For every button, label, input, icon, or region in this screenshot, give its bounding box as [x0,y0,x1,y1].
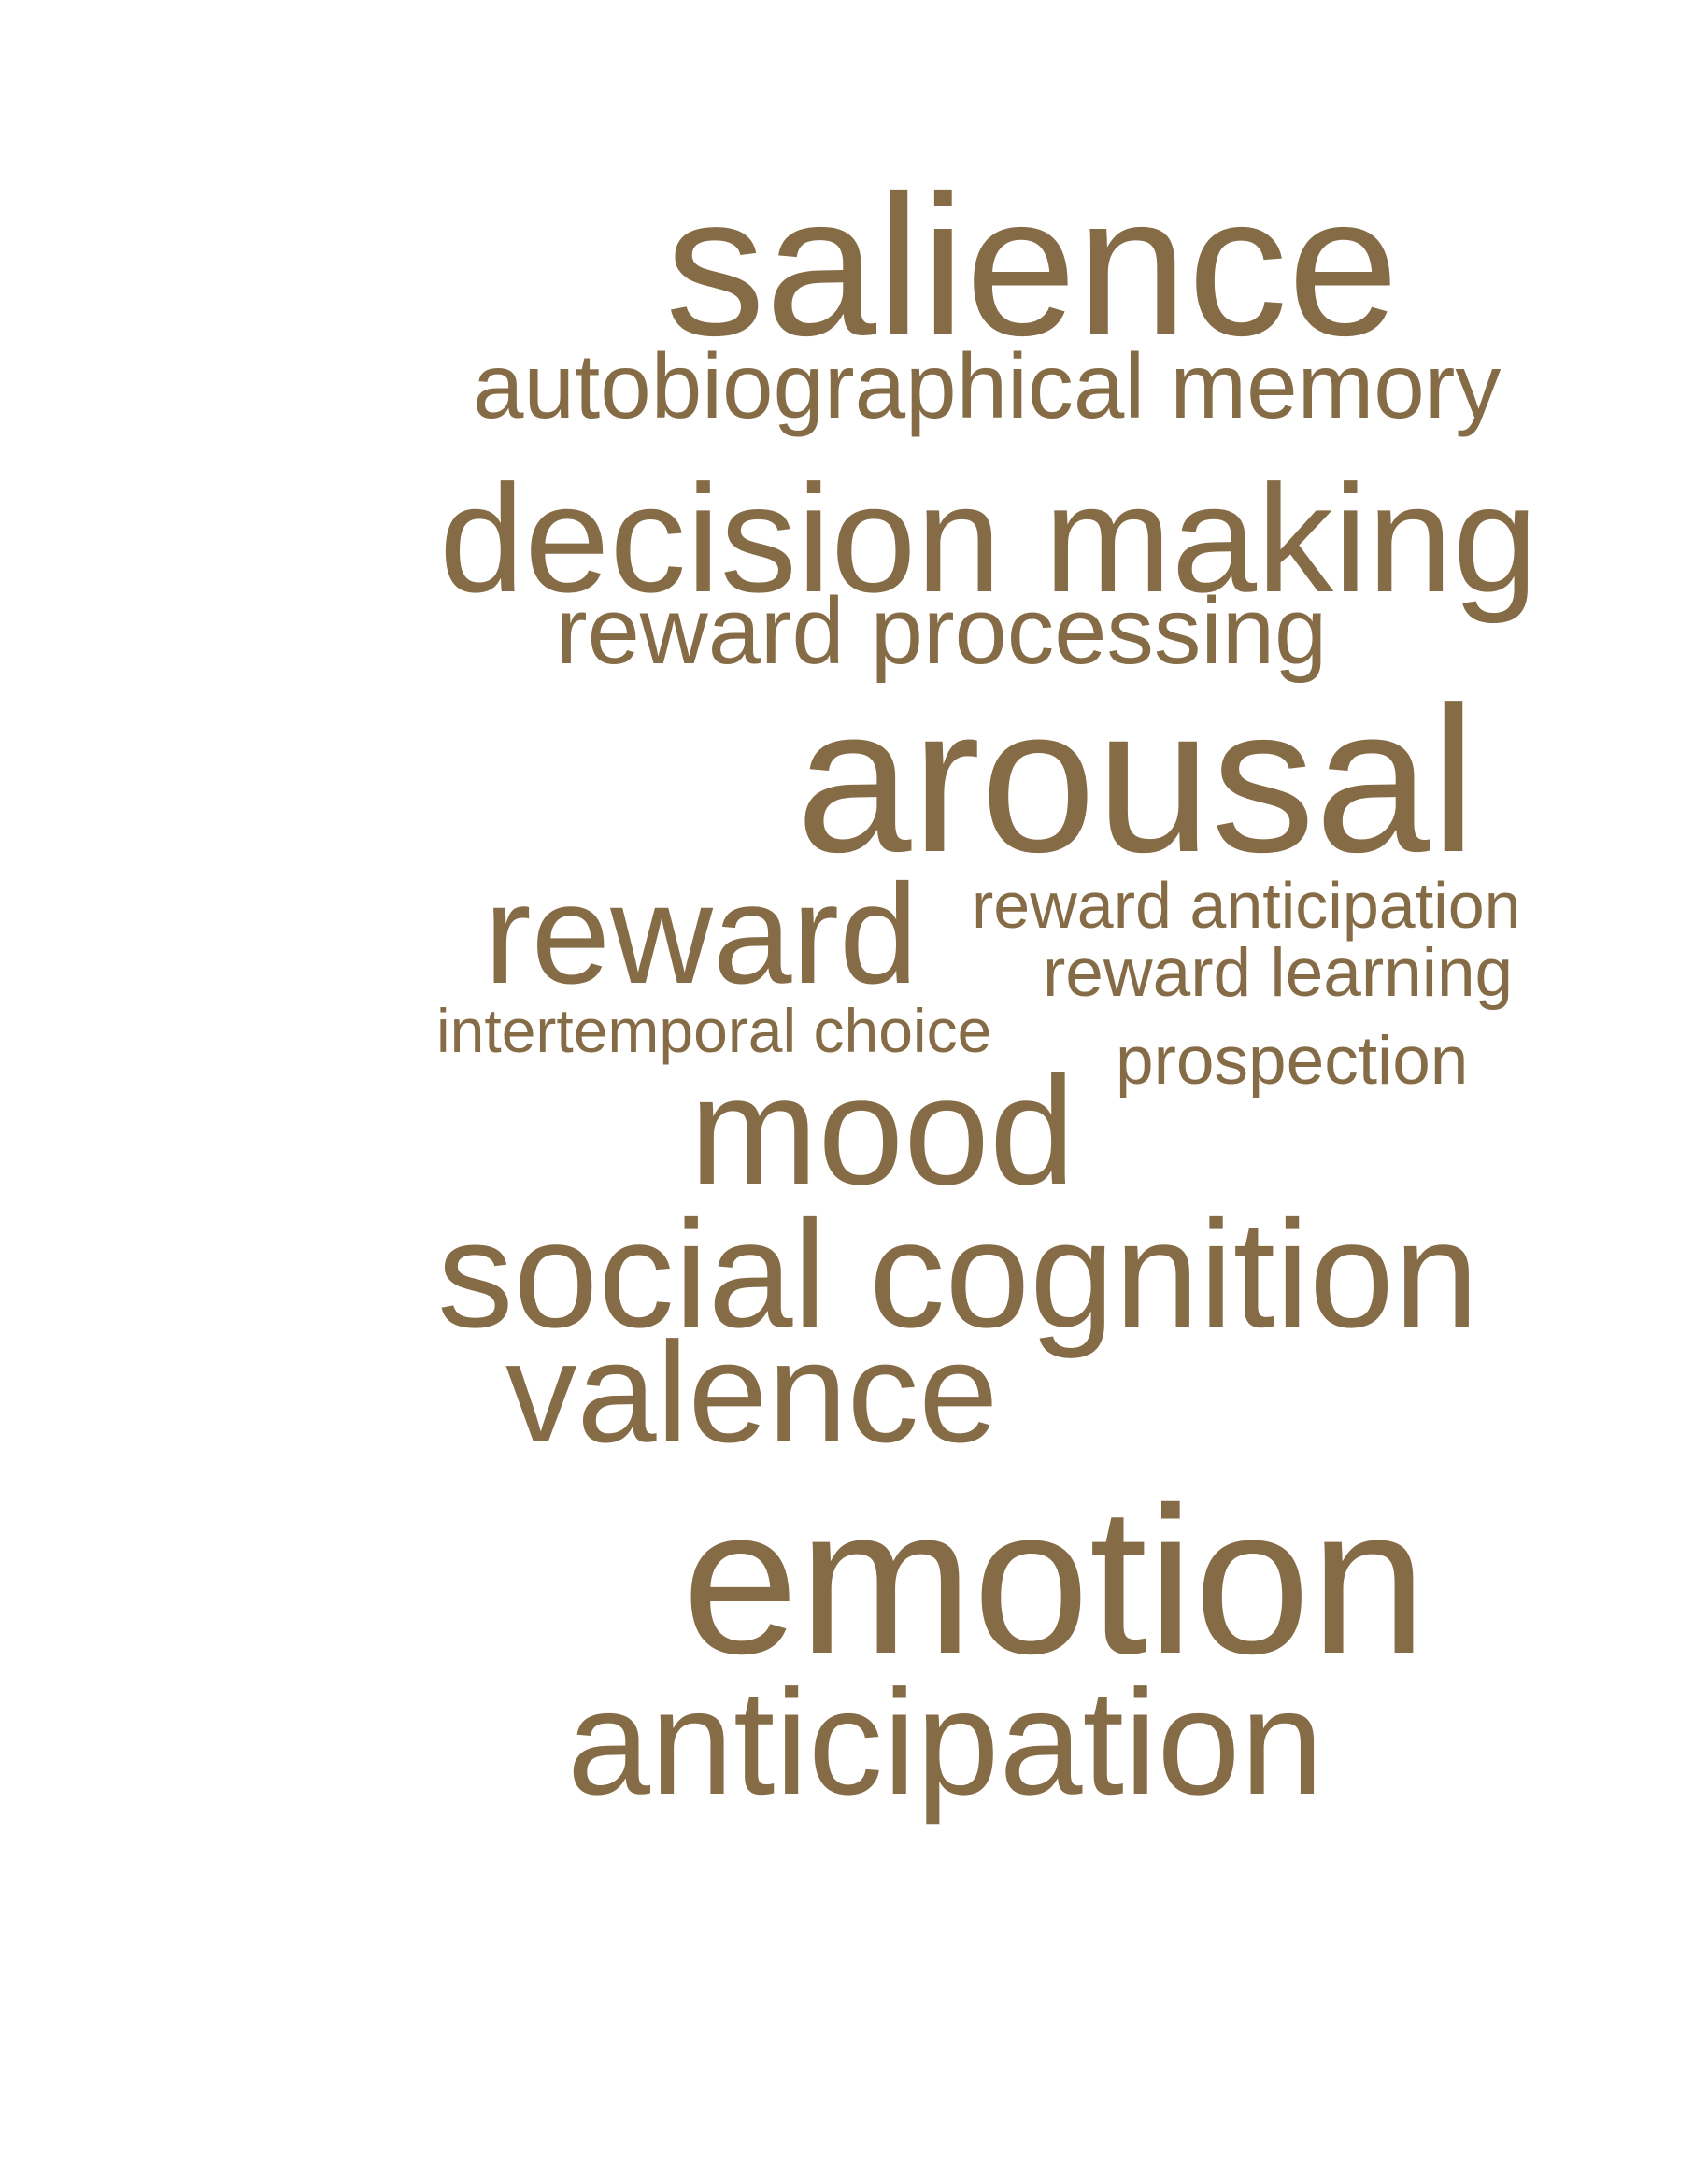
word-salience: salience [665,154,1400,377]
word-autobiographical-memory: autobiographical memory [473,334,1502,437]
word-valence: valence [505,1313,999,1472]
word-reward-processing: reward processing [556,579,1328,684]
word-anticipation: anticipation [567,1658,1324,1825]
word-emotion: emotion [682,1464,1427,1697]
word-reward-anticipation: reward anticipation [972,869,1521,942]
word-mood: mood [690,1044,1075,1216]
word-social-cognition: social cognition [437,1188,1479,1359]
word-reward: reward [484,855,918,1014]
word-prospection: prospection [1116,1023,1469,1099]
word-reward-learning: reward learning [1043,935,1514,1011]
word-arousal: arousal [796,664,1477,896]
word-decision-making: decision making [439,453,1538,624]
word-intertemporal-choice: intertemporal choice [436,996,992,1065]
